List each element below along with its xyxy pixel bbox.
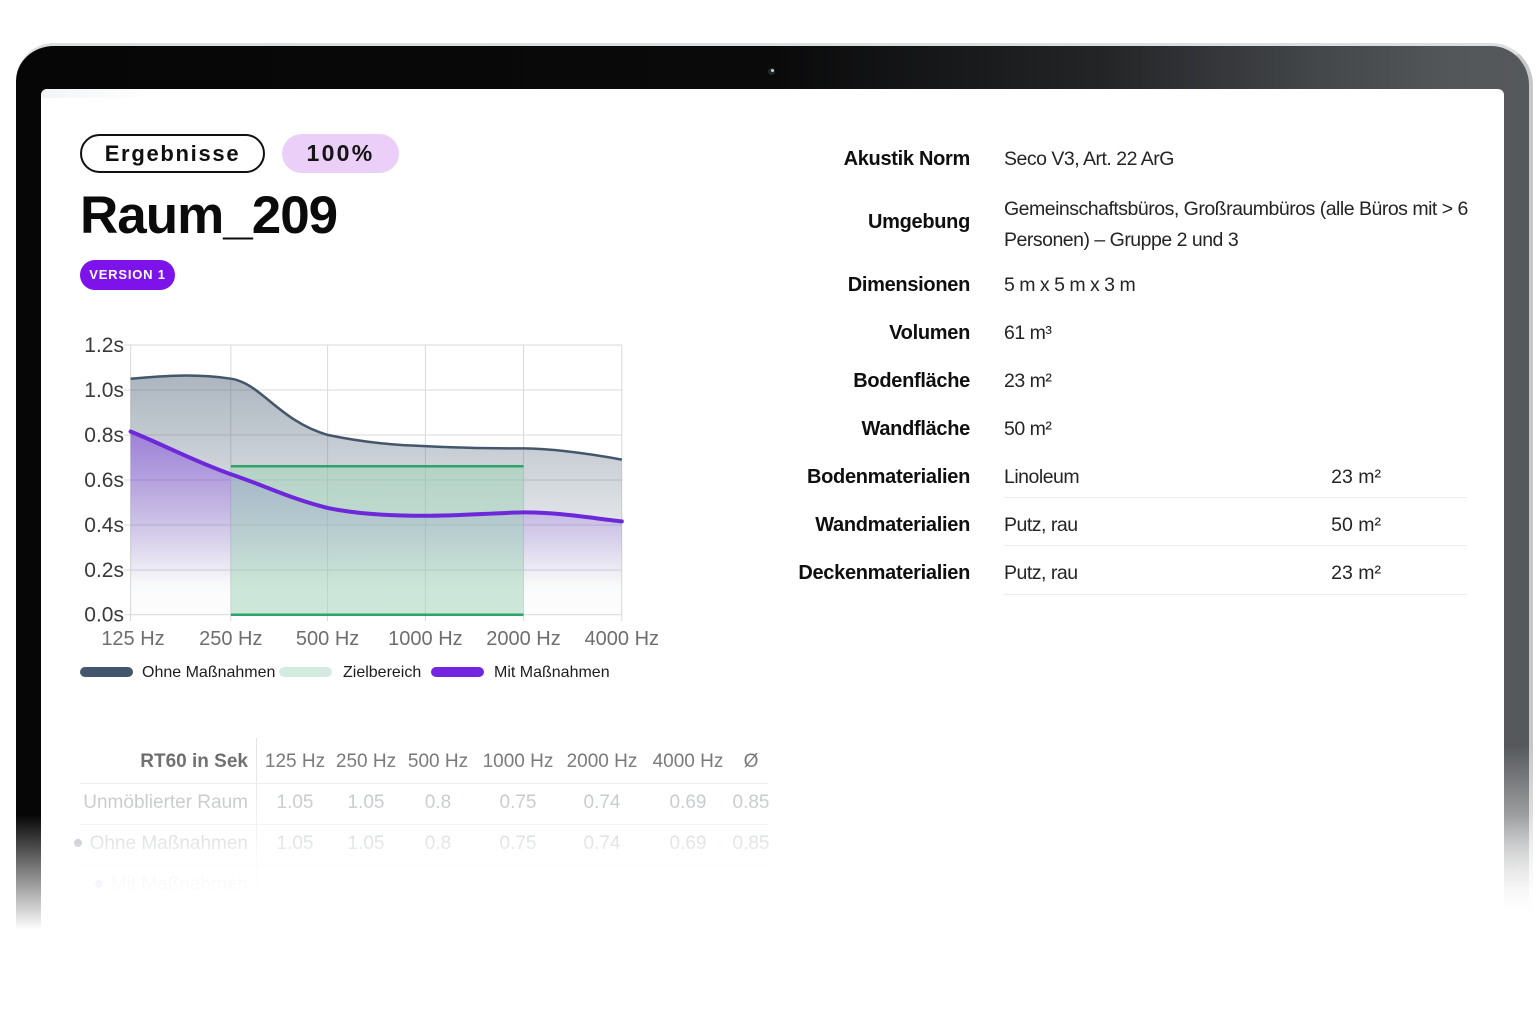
- svg-text:1.0s: 1.0s: [84, 379, 124, 402]
- svg-text:500 Hz: 500 Hz: [296, 628, 359, 650]
- svg-text:0.6s: 0.6s: [84, 469, 124, 492]
- svg-text:0.4s: 0.4s: [84, 514, 124, 537]
- svg-text:0.0s: 0.0s: [84, 604, 124, 627]
- svg-text:4000 Hz: 4000 Hz: [585, 628, 660, 650]
- svg-text:125 Hz: 125 Hz: [101, 628, 164, 650]
- svg-text:0.8s: 0.8s: [84, 424, 124, 447]
- svg-text:0.2s: 0.2s: [84, 559, 124, 582]
- svg-text:1000 Hz: 1000 Hz: [388, 628, 463, 650]
- svg-text:250 Hz: 250 Hz: [199, 628, 262, 650]
- svg-text:1.2s: 1.2s: [84, 334, 124, 357]
- svg-text:2000 Hz: 2000 Hz: [486, 628, 561, 650]
